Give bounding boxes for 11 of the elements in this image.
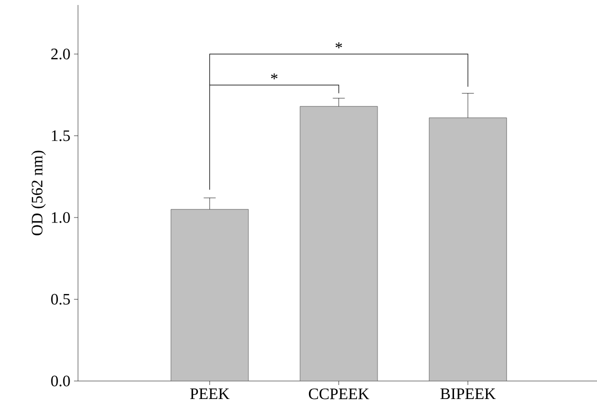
- y-tick-label: 0.0: [51, 376, 70, 386]
- y-tick-label: 1.0: [52, 212, 70, 223]
- y-tick-label: 1.5: [52, 130, 70, 142]
- x-tick-label: BIPEEK: [440, 388, 496, 400]
- annotation: *: [271, 73, 278, 80]
- x-tick-label: PEEK: [190, 388, 230, 399]
- y-axis-title: OD (562 nm): [31, 150, 46, 236]
- annotation: *: [336, 42, 342, 48]
- x-tick-label: CCPEEK: [308, 388, 370, 400]
- y-tick-label: 2.0: [51, 48, 70, 60]
- y-tick-label: 0.5: [51, 294, 70, 305]
